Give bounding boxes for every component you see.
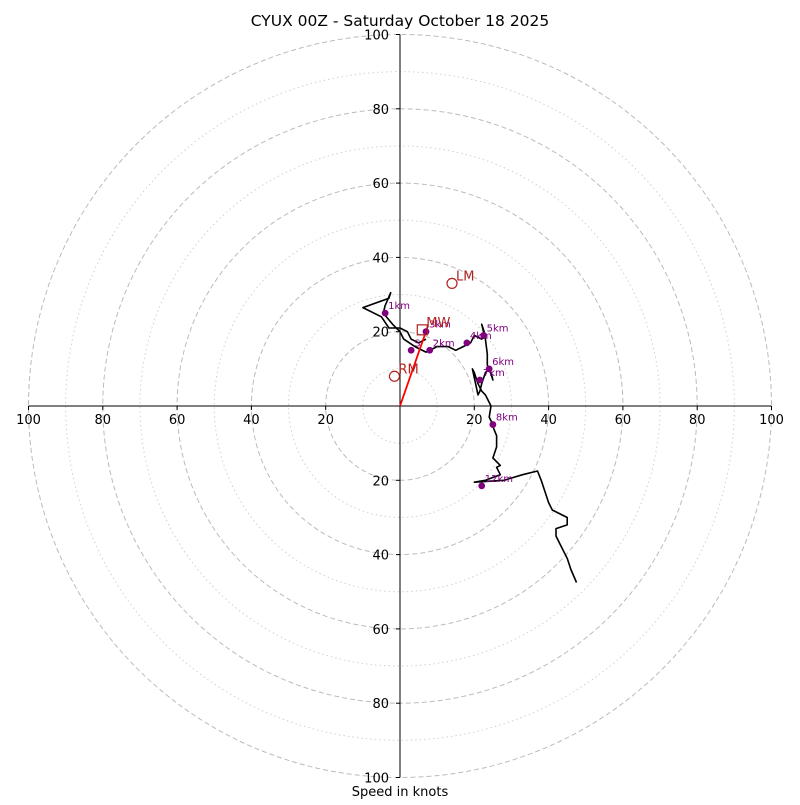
hodograph-trace [362, 291, 578, 583]
y-tick-label: 100 [364, 772, 389, 787]
storm-motion-label: LM [456, 269, 474, 284]
y-tick-label: 20 [372, 326, 389, 341]
height-marker-dot [476, 376, 484, 384]
y-tick-label: 40 [372, 549, 389, 564]
x-tick-label: 40 [243, 413, 260, 428]
y-tick-label: 60 [372, 177, 389, 192]
tick-labels: 100 80 60 40 20 20 40 60 80 100 100 80 60 40 20 20 40 60 8… [16, 29, 784, 787]
storm-motion-marker [388, 370, 401, 382]
storm-motion-marker [416, 324, 428, 336]
y-tick-label: 60 [372, 623, 389, 638]
x-tick-label: 20 [317, 413, 334, 428]
height-marker-label: S [414, 338, 420, 349]
y-tick-label: 80 [372, 697, 389, 712]
height-marker-label: 6km [492, 357, 514, 368]
height-marker-dot [407, 346, 415, 354]
y-tick-label: 100 [364, 29, 389, 44]
x-tick-label: 100 [16, 413, 41, 428]
height-marker-label: 2km [433, 338, 455, 349]
height-marker-label: 8km [496, 413, 518, 424]
height-marker-label: 1km [388, 301, 410, 312]
x-tick-label: 80 [95, 413, 112, 428]
height-marker-dot [485, 365, 493, 373]
x-tick-label: 40 [540, 413, 557, 428]
hodograph-trace-group [362, 291, 578, 583]
storm-motion-label: MW [426, 316, 450, 331]
height-marker-dot [478, 482, 486, 490]
x-tick-label: 80 [689, 413, 706, 428]
storm-motion-marker [446, 277, 458, 290]
height-markers: 1km2km3km4km5km6km7km8km12kmS [381, 301, 518, 490]
height-marker-dot [480, 332, 487, 339]
height-marker-label: 7km [483, 368, 505, 379]
y-tick-label: 20 [372, 474, 389, 489]
y-tick-label: 40 [372, 251, 389, 266]
chart-title: CYUX 00Z - Saturday October 18 2025 [251, 12, 550, 30]
storm-motion-label: RM [398, 362, 418, 377]
shear-vector [399, 325, 429, 407]
x-tick-label: 60 [615, 413, 632, 428]
shear-vector-group [399, 325, 429, 407]
x-tick-label: 60 [169, 413, 186, 428]
height-marker-label: 3km [429, 320, 451, 331]
height-marker-dot [463, 339, 471, 347]
y-tick-label: 80 [372, 103, 389, 118]
height-marker-dot [426, 346, 434, 354]
x-tick-label: 100 [759, 413, 784, 428]
storm-motions: LM RM MW [388, 269, 474, 382]
x-tick-label: 20 [466, 413, 483, 428]
height-marker-dot [489, 421, 497, 428]
height-marker-label: 12km [485, 474, 513, 485]
height-marker-label: 5km [487, 323, 509, 334]
height-marker-dot [381, 309, 389, 317]
x-axis-label: Speed in knots [352, 785, 449, 800]
